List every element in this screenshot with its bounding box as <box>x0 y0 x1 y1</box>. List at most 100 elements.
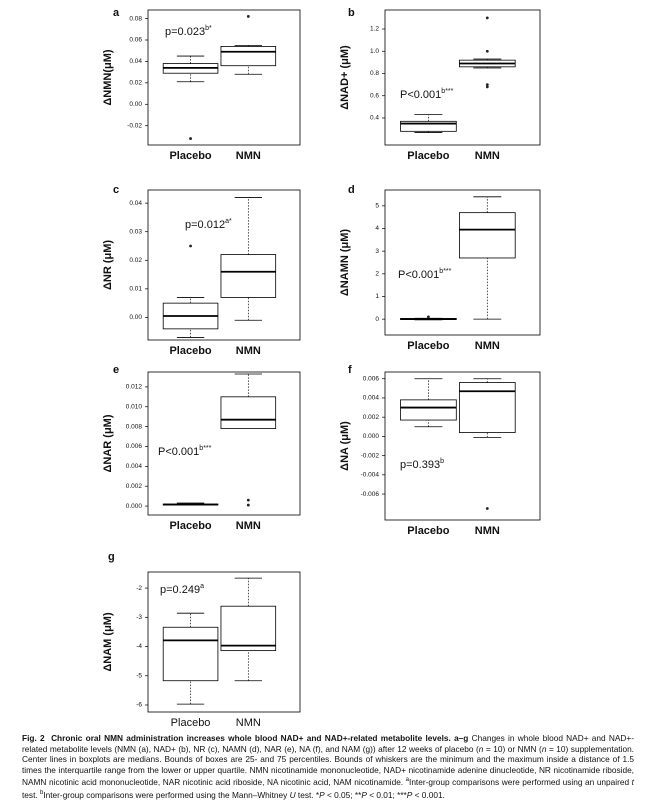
panel-label: b <box>348 7 355 19</box>
y-tick-label: 0.002 <box>363 414 380 421</box>
y-tick-label: 5 <box>375 203 379 210</box>
caption-text: U <box>289 789 296 800</box>
x-tick-label: NMN <box>475 340 500 352</box>
y-tick-label: -4 <box>136 643 142 650</box>
outlier <box>246 498 250 502</box>
annotation-text: P<0.001 <box>400 89 441 101</box>
annotation-sup: b*** <box>199 445 211 452</box>
box <box>220 396 277 430</box>
caption-text: < 0.001. <box>412 789 445 800</box>
x-tick-label: Placebo <box>169 150 211 162</box>
annotation-sup: b*** <box>439 268 451 275</box>
y-tick-label: 0.08 <box>129 15 142 22</box>
x-tick-label: Placebo <box>169 520 211 532</box>
caption: Fig. 2 Chronic oral NMN administration i… <box>22 733 634 800</box>
y-tick-label: 3 <box>375 248 379 255</box>
y-tick-label: -3 <box>136 614 142 621</box>
annotation-text: p=0.249 <box>160 584 200 596</box>
y-tick-label: 1.0 <box>370 48 379 55</box>
caption-text: < 0.01; *** <box>366 789 407 800</box>
panel-label: a <box>113 7 120 19</box>
y-tick-label: 0.000 <box>363 433 380 440</box>
caption-text: = 10) supplementation. Center lines in b… <box>22 743 634 788</box>
caption-text: P <box>319 789 325 800</box>
outlier <box>485 83 489 87</box>
caption-text: P <box>406 789 413 800</box>
x-tick-label: NMN <box>236 345 261 357</box>
box <box>458 382 516 433</box>
y-tick-label: 2 <box>375 271 379 278</box>
caption-text: n <box>478 743 484 754</box>
y-tick-label: 0.03 <box>129 228 142 235</box>
y-axis-label: ΔNAR (μM) <box>102 414 114 472</box>
box <box>400 120 457 132</box>
y-tick-label: -0.02 <box>127 122 142 129</box>
y-tick-label: 0.6 <box>370 92 379 99</box>
y-tick-label: 0.002 <box>126 483 143 490</box>
caption-label: Fig. 2 <box>22 733 45 743</box>
y-tick-label: 0.02 <box>129 80 142 87</box>
caption-text: n <box>541 743 547 754</box>
y-axis-label: ΔNAMN (μM) <box>339 229 351 297</box>
y-tick-label: 0.00 <box>129 101 142 108</box>
outlier <box>485 85 489 89</box>
x-tick-label: NMN <box>236 520 261 532</box>
y-tick-label: 0.04 <box>129 200 142 207</box>
x-tick-label: Placebo <box>169 345 211 357</box>
x-tick-label: NMN <box>475 525 500 537</box>
y-axis-label: ΔNAD+ (μM) <box>339 45 351 110</box>
panel-label: c <box>113 184 119 196</box>
plot-frame <box>147 571 301 713</box>
annotation: P<0.001b*** <box>398 268 452 281</box>
y-tick-label: 0.010 <box>126 403 143 410</box>
caption-text: Changes in whole blood NAD+ and NAD+-rel… <box>22 733 634 754</box>
plot-frame <box>147 371 301 516</box>
annotation-text: p=0.012 <box>185 219 225 231</box>
annotation: p=0.393b <box>400 458 444 471</box>
plot-frame <box>384 371 541 521</box>
y-tick-label: 1 <box>375 293 379 300</box>
x-tick-label: Placebo <box>407 150 449 162</box>
y-tick-label: 0.00 <box>129 314 142 321</box>
box <box>458 212 516 259</box>
y-axis-label: ΔNR (μM) <box>102 240 114 290</box>
box <box>400 399 457 421</box>
x-tick-label: Placebo <box>407 340 449 352</box>
annotation-text: p=0.393 <box>400 459 440 471</box>
annotation-text: P<0.001 <box>398 269 439 281</box>
box <box>220 254 277 298</box>
y-axis-label: ΔNMN(μM) <box>102 49 114 106</box>
annotation-text: P<0.001 <box>158 446 199 458</box>
y-tick-label: 1.2 <box>370 26 379 33</box>
annotation: p=0.012a* <box>185 218 232 231</box>
caption-text: test. <box>22 789 40 800</box>
plot-frame <box>384 9 541 146</box>
outlier <box>485 16 489 20</box>
annotation-sup: b*** <box>441 88 453 95</box>
y-axis-label: ΔNAM (μM) <box>102 612 114 672</box>
y-tick-label: 0.4 <box>370 115 379 122</box>
outlier <box>189 244 192 248</box>
annotation-sup: b <box>440 458 444 465</box>
caption-text: Inter-group comparisons were performed u… <box>409 777 632 788</box>
y-tick-label: -0.002 <box>361 452 380 459</box>
y-tick-label: 0.004 <box>363 395 380 402</box>
caption-text: a <box>405 777 410 784</box>
plot-frame <box>384 189 541 336</box>
plot-frame <box>147 9 301 146</box>
outlier <box>246 15 250 18</box>
y-tick-label: 0.004 <box>126 463 143 470</box>
y-tick-label: 0.012 <box>126 384 143 391</box>
caption-text: = 10) or NMN ( <box>483 743 542 754</box>
outlier <box>246 503 250 507</box>
y-axis-label: ΔNA (μM) <box>339 421 351 471</box>
y-tick-label: 0.06 <box>129 37 142 44</box>
x-tick-label: Placebo <box>407 525 449 537</box>
outlier <box>427 315 430 319</box>
annotation-sup: b* <box>205 25 212 32</box>
panel-label: d <box>348 184 355 196</box>
y-tick-label: 0.01 <box>129 286 142 293</box>
caption-text: Inter-group comparisons were performed u… <box>43 789 290 800</box>
panel-label: g <box>108 551 115 563</box>
